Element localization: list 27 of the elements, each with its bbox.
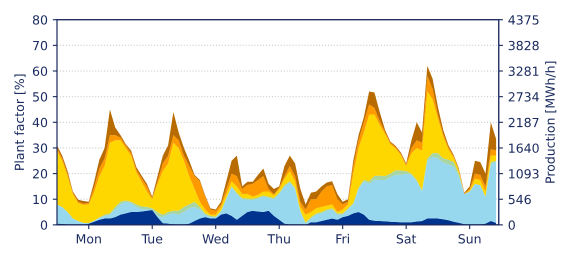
y2-axis-title: Production [MWh/h]: [545, 62, 556, 183]
y2-tick-label: 2187: [508, 118, 539, 128]
y2-tick-label: 1093: [509, 169, 539, 179]
x-tick-label: Sun: [458, 234, 480, 244]
y2-tick-label: 1640: [509, 143, 539, 153]
y-tick-label: 40: [32, 118, 48, 128]
y2-tick-label: 3281: [508, 66, 538, 76]
y-tick-label: 0: [40, 220, 48, 230]
x-tick-label: Tue: [142, 234, 162, 244]
y-tick-label: 80: [32, 15, 48, 25]
y2-tick-label: 3828: [508, 40, 539, 50]
y-tick-label: 20: [32, 169, 48, 179]
y-tick-label: 10: [33, 194, 48, 204]
x-tick-label: Wed: [202, 234, 228, 244]
y2-tick-label: 4375: [508, 15, 538, 25]
x-tick-label: Fri: [336, 234, 349, 244]
y-tick-label: 70: [33, 40, 48, 50]
y-tick-label: 30: [33, 143, 48, 153]
y2-tick-label: 546: [508, 194, 531, 204]
y-tick-label: 50: [33, 92, 48, 102]
y2-tick-label: 0: [508, 220, 515, 230]
x-tick-label: Sat: [396, 234, 416, 244]
y-axis-title: Plant factor [%]: [14, 74, 26, 170]
y-tick-label: 60: [32, 66, 48, 76]
x-tick-label: Mon: [76, 234, 101, 244]
y2-tick-label: 2734: [508, 92, 539, 102]
x-tick-label: Thu: [267, 234, 290, 244]
